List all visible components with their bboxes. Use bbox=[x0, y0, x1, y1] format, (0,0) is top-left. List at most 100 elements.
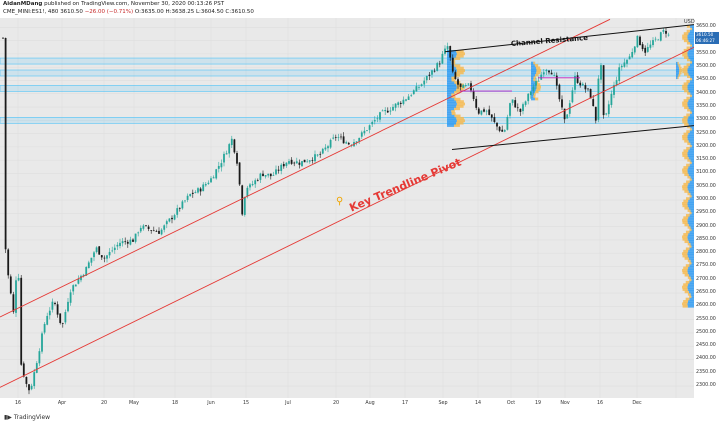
time-axis[interactable]: 16 Apr 20 May 18 Jun 15 Jul 20 Aug 17 Sep 14 Oct 19 Nov… bbox=[0, 398, 694, 412]
candle bbox=[405, 98, 407, 102]
volume-bar bbox=[536, 87, 541, 91]
volume-bar bbox=[682, 288, 688, 291]
volume-bar bbox=[678, 73, 681, 77]
volume-bar bbox=[454, 107, 460, 111]
price-chart[interactable]: Channel Resistance ⚲ Key Trendline Pivot bbox=[0, 18, 694, 398]
candle bbox=[493, 113, 496, 124]
volume-bar bbox=[688, 149, 694, 153]
volume-bar bbox=[684, 173, 689, 177]
volume-bar bbox=[682, 154, 688, 157]
candle bbox=[373, 116, 376, 125]
candle bbox=[288, 158, 290, 165]
volume-bar bbox=[677, 76, 679, 80]
time-tick-label: 18 bbox=[171, 401, 179, 406]
volume-bar bbox=[687, 204, 694, 208]
candle bbox=[137, 231, 140, 237]
volume-bar bbox=[689, 178, 692, 181]
price-tick-label: 3150.00 bbox=[696, 157, 716, 163]
candle bbox=[454, 70, 457, 80]
candle bbox=[314, 150, 316, 164]
volume-bar bbox=[689, 261, 692, 265]
volume-bar bbox=[686, 197, 690, 200]
volume-bar bbox=[456, 71, 464, 75]
volume-bar bbox=[682, 218, 688, 222]
volume-bar bbox=[689, 247, 694, 251]
volume-bar bbox=[531, 73, 536, 77]
volume-bar bbox=[684, 106, 689, 110]
volume-bar bbox=[682, 185, 688, 189]
volume-bar bbox=[683, 300, 689, 303]
candle bbox=[106, 254, 108, 263]
time-tick-label: Jun bbox=[207, 401, 215, 406]
volume-bar bbox=[688, 199, 694, 203]
candle bbox=[459, 83, 462, 91]
candle bbox=[160, 228, 163, 236]
volume-bar bbox=[687, 87, 694, 90]
volume-bar bbox=[687, 118, 694, 122]
volume-bar bbox=[687, 51, 694, 55]
candle bbox=[379, 111, 381, 123]
volume-bar bbox=[687, 108, 691, 112]
brand-text: TradingView bbox=[13, 414, 51, 421]
volume-bar bbox=[447, 93, 452, 96]
price-tick-label: 3550.00 bbox=[696, 50, 716, 56]
volume-bar bbox=[688, 256, 694, 260]
volume-bar bbox=[688, 166, 694, 169]
volume-bar bbox=[688, 190, 694, 193]
volume-bar bbox=[533, 78, 536, 82]
candle bbox=[181, 200, 184, 210]
volume-bar bbox=[684, 273, 689, 277]
candle bbox=[269, 173, 272, 180]
volume-bar bbox=[447, 54, 457, 58]
symbol-name: CME_MINI:ES1!, 480 bbox=[3, 9, 59, 15]
price-axis[interactable]: 3650.003600.003550.003500.003450.003400.… bbox=[694, 18, 720, 398]
volume-bar bbox=[689, 245, 692, 248]
candle bbox=[212, 175, 215, 179]
candle bbox=[275, 165, 277, 176]
candle bbox=[347, 141, 350, 146]
price-tick-label: 2700.00 bbox=[696, 276, 716, 282]
candle bbox=[420, 83, 423, 87]
candle bbox=[56, 301, 59, 318]
candle bbox=[646, 42, 649, 53]
volume-bar bbox=[447, 85, 457, 89]
volume-bar bbox=[684, 89, 689, 93]
time-tick-label: 14 bbox=[474, 401, 482, 406]
candle bbox=[241, 184, 244, 216]
volume-bar bbox=[687, 187, 694, 191]
candle bbox=[384, 107, 387, 116]
volume-bar bbox=[682, 53, 688, 57]
volume-bar bbox=[687, 75, 691, 79]
volume-bar bbox=[690, 292, 694, 296]
volume-bar bbox=[683, 115, 689, 119]
volume-bar bbox=[682, 120, 688, 124]
volume-bar bbox=[683, 199, 689, 203]
candle bbox=[558, 83, 561, 102]
volume-bar bbox=[531, 95, 534, 98]
candle bbox=[199, 187, 202, 196]
volume-bar bbox=[689, 113, 694, 117]
volume-bar bbox=[686, 63, 690, 67]
volume-bar bbox=[691, 211, 694, 215]
volume-bar bbox=[447, 107, 455, 111]
volume-bar bbox=[447, 100, 457, 104]
candle bbox=[324, 144, 327, 151]
volume-bar bbox=[447, 73, 455, 77]
volume-bar bbox=[683, 233, 689, 236]
volume-bar bbox=[531, 97, 535, 101]
publish-line: AidanMDang published on TradingView.com,… bbox=[3, 1, 224, 7]
volume-bar bbox=[688, 89, 694, 93]
price-tick-label: 2500.00 bbox=[696, 329, 716, 335]
volume-bar bbox=[689, 144, 692, 148]
candle bbox=[589, 88, 592, 99]
candle bbox=[535, 77, 537, 89]
candle bbox=[628, 53, 631, 60]
volume-bar bbox=[683, 283, 689, 287]
last-price-tag: 3610.50 bbox=[695, 31, 719, 38]
price-tick-label: 3300.00 bbox=[696, 117, 716, 123]
volume-bar bbox=[688, 123, 694, 126]
volume-bar bbox=[687, 135, 694, 138]
volume-bar bbox=[689, 63, 694, 67]
volume-bar bbox=[531, 66, 537, 70]
volume-bar bbox=[447, 119, 457, 123]
